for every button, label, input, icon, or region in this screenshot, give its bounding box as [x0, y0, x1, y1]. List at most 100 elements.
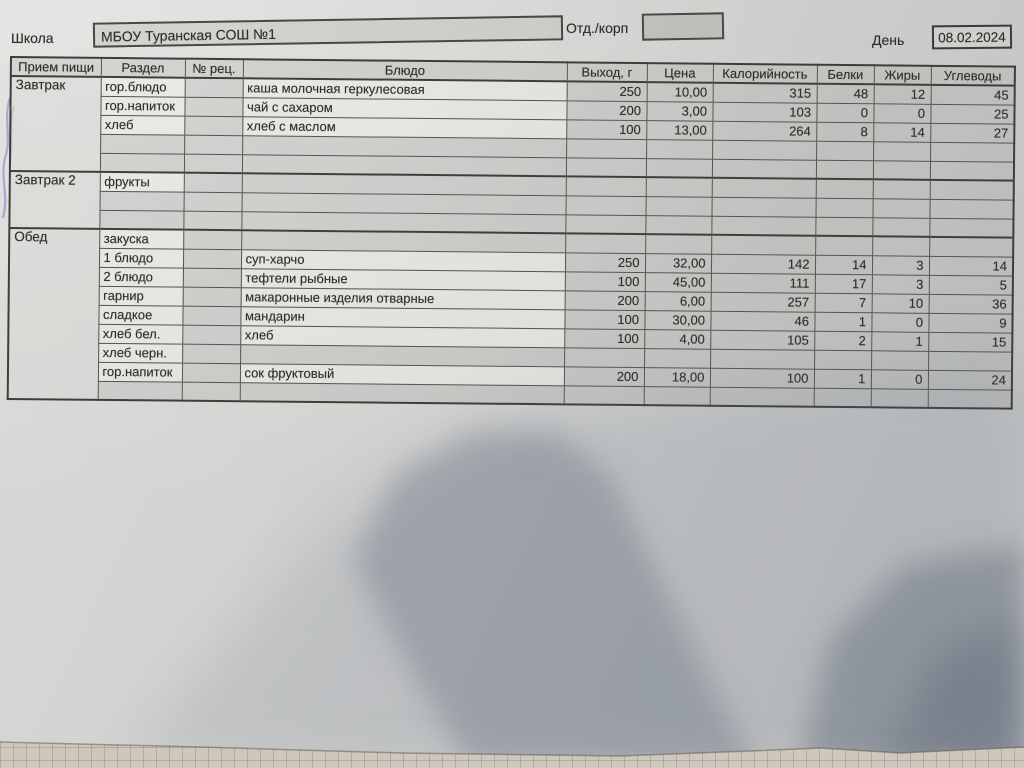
price-cell — [645, 158, 713, 178]
kcal-cell: 103 — [712, 101, 817, 122]
school-name-box: МБОУ Туранская СОШ №1 — [92, 15, 564, 48]
out-cell: 250 — [564, 252, 646, 273]
carbs-cell — [929, 217, 1014, 238]
recipe-cell — [183, 191, 242, 212]
price-cell: 32,00 — [644, 253, 712, 273]
razdel-cell — [97, 380, 182, 401]
carbs-cell — [928, 350, 1013, 371]
fat-cell: 3 — [871, 274, 929, 294]
protein-cell — [813, 387, 871, 408]
out-cell: 100 — [566, 119, 647, 140]
carbs-cell — [929, 179, 1014, 200]
price-cell — [645, 196, 712, 216]
protein-cell — [816, 140, 874, 161]
razdel-cell: гарнир — [98, 285, 183, 306]
kcal-cell — [712, 139, 817, 160]
price-cell: 13,00 — [646, 120, 713, 140]
carbs-cell: 36 — [928, 293, 1013, 314]
school-name: МБОУ Туранская СОШ №1 — [100, 25, 277, 45]
meal-cell: Обед — [7, 228, 100, 400]
fat-cell — [872, 236, 930, 256]
protein-cell: 1 — [814, 311, 872, 332]
fat-cell: 3 — [871, 255, 930, 275]
recipe-cell — [181, 381, 240, 402]
out-cell — [564, 347, 645, 368]
fat-cell: 12 — [873, 84, 931, 104]
razdel-cell — [99, 152, 185, 173]
razdel-cell: фрукты — [99, 171, 184, 192]
dept-value-box — [641, 12, 725, 41]
kcal-cell — [711, 196, 816, 217]
kcal-cell: 142 — [710, 253, 816, 274]
fat-cell — [872, 179, 930, 199]
price-cell — [645, 215, 712, 235]
out-cell — [565, 176, 646, 197]
column-header: Выход, г — [566, 62, 647, 83]
kcal-cell: 100 — [709, 367, 815, 388]
day-value: 08.02.2024 — [938, 29, 1006, 46]
kcal-cell: 46 — [710, 310, 815, 331]
fat-cell: 14 — [873, 122, 931, 142]
protein-cell: 7 — [814, 292, 872, 313]
recipe-cell — [184, 77, 243, 98]
price-cell: 6,00 — [644, 291, 711, 311]
kcal-cell: 257 — [710, 291, 815, 312]
school-label: Школа — [11, 30, 54, 46]
price-cell — [643, 386, 710, 406]
protein-cell — [815, 235, 873, 256]
razdel-cell: 1 блюдо — [98, 247, 184, 268]
protein-cell — [815, 159, 874, 180]
protein-cell: 14 — [814, 254, 873, 275]
carbs-cell — [929, 160, 1015, 181]
kcal-cell: 111 — [710, 272, 815, 293]
price-cell: 3,00 — [646, 101, 713, 121]
pen-scribble — [1, 97, 15, 219]
price-cell — [645, 177, 712, 197]
fat-cell — [870, 388, 928, 408]
meal-cell: Завтрак — [9, 76, 101, 172]
out-cell: 200 — [564, 290, 645, 311]
recipe-cell — [182, 324, 241, 345]
carbs-cell: 15 — [928, 331, 1013, 352]
fat-cell: 10 — [871, 293, 929, 313]
kcal-cell: 315 — [712, 82, 817, 103]
recipe-cell — [183, 172, 242, 193]
recipe-cell — [183, 210, 242, 231]
out-cell — [565, 157, 647, 178]
carbs-cell — [927, 388, 1012, 409]
recipe-cell — [183, 153, 243, 174]
column-header: Белки — [816, 64, 874, 85]
recipe-cell — [184, 115, 243, 136]
fat-cell: 1 — [871, 331, 929, 351]
carbs-cell: 27 — [930, 122, 1015, 143]
razdel-cell — [99, 209, 184, 230]
protein-cell — [815, 197, 873, 218]
fat-cell: 0 — [870, 369, 929, 389]
menu-table: Прием пищи Раздел № рец. Блюдо Выход, г Цена К… — [6, 56, 1016, 410]
carbs-cell — [929, 236, 1014, 257]
protein-cell — [815, 216, 873, 237]
price-cell: 30,00 — [644, 310, 711, 330]
razdel-cell: хлеб — [100, 114, 185, 135]
kcal-cell — [709, 386, 814, 407]
kcal-cell — [711, 234, 816, 255]
carbs-cell: 24 — [927, 369, 1013, 390]
price-cell — [645, 234, 712, 254]
protein-cell: 8 — [816, 121, 874, 142]
price-cell: 10,00 — [646, 82, 713, 102]
kcal-cell — [711, 158, 817, 179]
razdel-cell: гор.блюдо — [100, 76, 185, 97]
kcal-cell: 264 — [712, 120, 817, 141]
kcal-cell — [711, 215, 816, 236]
price-cell: 45,00 — [644, 272, 711, 292]
out-cell: 100 — [564, 328, 645, 349]
fat-cell — [873, 141, 931, 161]
out-cell: 100 — [564, 271, 645, 292]
fat-cell — [872, 198, 930, 218]
carbs-cell: 5 — [928, 274, 1013, 295]
fat-cell: 0 — [871, 312, 929, 332]
protein-cell — [814, 349, 872, 370]
recipe-cell — [184, 96, 243, 117]
fat-cell: 0 — [873, 103, 931, 123]
